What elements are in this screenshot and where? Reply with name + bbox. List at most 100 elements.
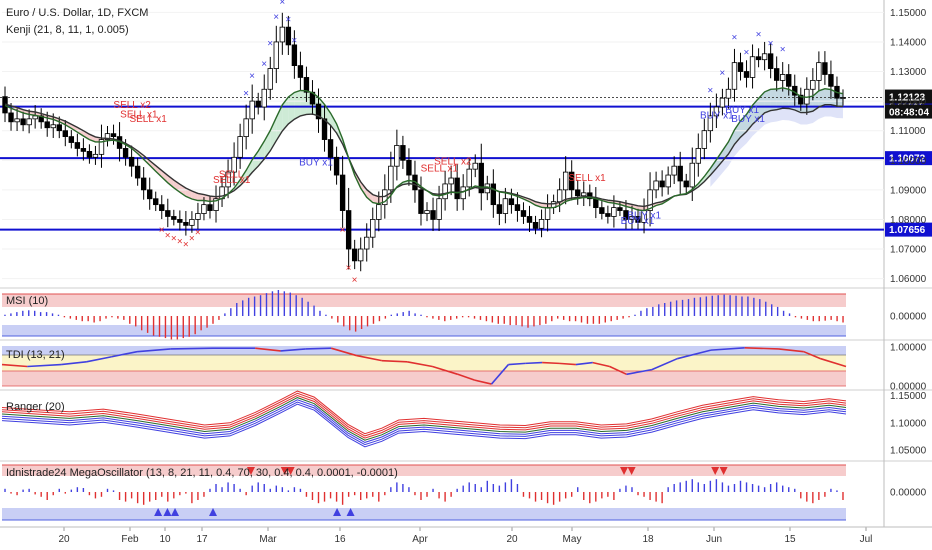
candle-body (822, 62, 828, 75)
candle-body (653, 180, 659, 191)
candle-body (128, 156, 135, 167)
pane-title-megaoscillator: Idnistrade24 MegaOscillator (13, 8, 21, … (6, 467, 398, 479)
candle-body (755, 56, 762, 61)
candle-body (62, 130, 68, 138)
buy-marker: × (285, 15, 291, 26)
candle-body (189, 219, 195, 226)
candle-body (798, 94, 804, 105)
ranger-band-line (1, 394, 847, 439)
mega-buy-triangle (171, 508, 180, 516)
sell-signal-label: SELL x2 (434, 157, 472, 168)
candle-body (761, 53, 768, 61)
buy-marker: × (756, 30, 762, 41)
sell-marker: × (340, 225, 346, 236)
candle-body (581, 192, 587, 197)
buy-marker: × (243, 89, 249, 100)
candle-body (593, 198, 599, 209)
ma-cloud-fill (300, 90, 307, 116)
candle-body (508, 198, 515, 206)
buy-marker: × (768, 38, 774, 49)
candle-body (183, 221, 189, 226)
candle-body (104, 133, 111, 140)
tdi-line-segment (356, 354, 382, 362)
candle-body (321, 118, 328, 140)
candle-body (780, 74, 786, 81)
tdi-line-segment (542, 361, 560, 365)
level-tag-label: 1.10072 (889, 154, 926, 165)
buy-marker: × (731, 32, 737, 43)
candle-body (749, 56, 756, 78)
x-tick-label: Apr (412, 534, 428, 545)
mega-sell-triangle (719, 467, 728, 475)
candle-body (14, 118, 20, 123)
x-tick-label: Jun (706, 534, 722, 545)
candle-body (364, 236, 370, 250)
candle-body (629, 216, 635, 220)
ma-cloud-fill (155, 165, 162, 178)
tdi-line-segment (27, 363, 62, 368)
candle-body (659, 180, 665, 188)
candle-body (743, 71, 750, 78)
candle-body (50, 124, 56, 129)
candle-body (611, 207, 617, 217)
candle-body (351, 248, 358, 262)
candle-body (394, 145, 400, 167)
candle-body (134, 165, 141, 179)
sell-signal-label: SELL x1 (120, 109, 158, 120)
tdi-line-segment (406, 361, 433, 368)
buy-signal-label: BUY x1 (299, 157, 333, 168)
mega-upper-band (2, 465, 846, 476)
candle-body (237, 136, 243, 158)
candle-body (635, 216, 641, 223)
ma-cloud-fill (83, 130, 90, 140)
ma-cloud-fill (173, 180, 180, 193)
candle-body (303, 77, 310, 93)
candle-body (56, 124, 62, 132)
candle-body (707, 115, 714, 132)
candle-body (327, 139, 334, 158)
tdi-tick-label: 1.00000 (890, 343, 927, 354)
price-tick-label: 1.10000 (890, 156, 927, 167)
candle-body (345, 210, 352, 250)
ranger-tick-label: 1.15000 (890, 391, 927, 402)
candle-body (333, 156, 340, 176)
ma-cloud-fill (240, 170, 247, 186)
candle-body (520, 210, 527, 217)
ma-cloud-fill (770, 88, 777, 111)
candle-body (418, 189, 424, 214)
tdi-line-segment (803, 350, 821, 360)
level-tag-label: 1.07656 (889, 225, 926, 236)
mega-buy-triangle (333, 508, 342, 516)
ma-cloud-fill (728, 129, 735, 155)
candle-body (177, 219, 183, 223)
candle-body (665, 174, 671, 188)
price-tick-label: 1.11000 (890, 126, 926, 137)
candle-body (810, 79, 816, 90)
candle-body (502, 198, 509, 214)
x-tick-label: 17 (196, 534, 208, 545)
sell-marker: × (183, 240, 189, 251)
candle-body (98, 139, 105, 155)
candle-body (677, 165, 683, 182)
ma-cloud-fill (161, 170, 168, 183)
ma-cloud-fill (77, 127, 84, 137)
tdi-line-segment (305, 347, 332, 350)
tdi-upper-band (2, 346, 846, 355)
candle-body (315, 103, 322, 120)
candle-body (647, 189, 653, 211)
tdi-line-segment (136, 348, 171, 353)
buy-signal-label: BUY x1 (621, 216, 655, 227)
candle-body (689, 162, 695, 188)
fast-moving-average (4, 87, 844, 212)
ma-cloud-fill (246, 159, 253, 180)
last-price-tag (885, 89, 932, 104)
buy-marker: × (719, 68, 725, 79)
candle-body (147, 189, 153, 200)
x-tick-label: 16 (334, 534, 346, 545)
tdi-line-segment (111, 350, 138, 358)
price-tick-label: 1.08000 (890, 215, 927, 226)
candle-body (725, 88, 732, 99)
candle-body (297, 65, 304, 78)
x-tick-label: May (563, 534, 582, 545)
